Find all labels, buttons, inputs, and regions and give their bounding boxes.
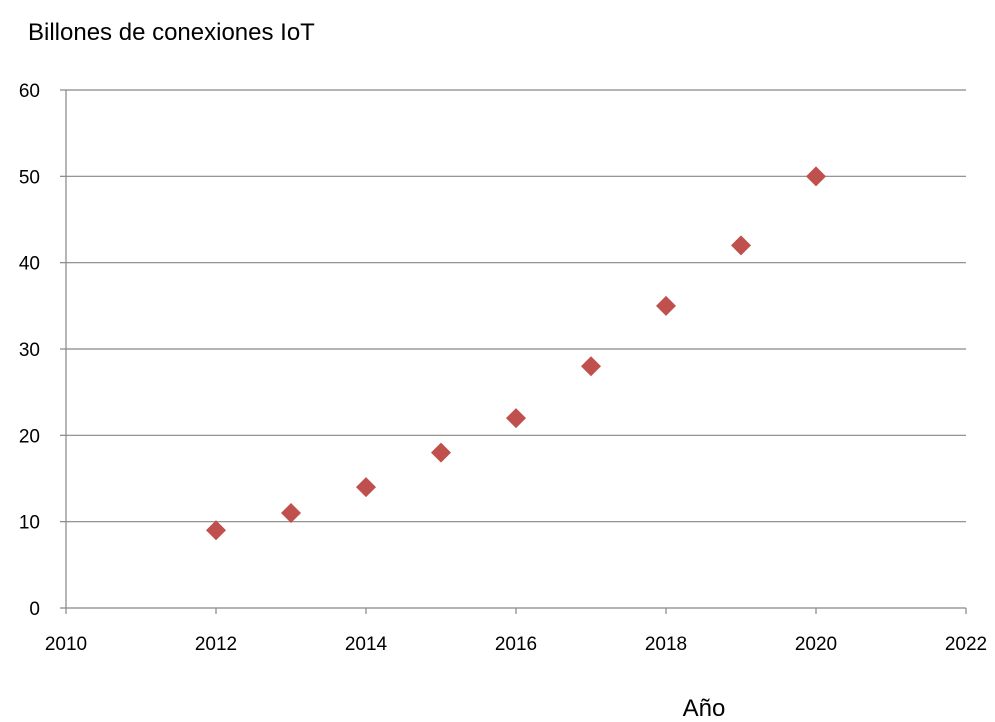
- x-tick-label: 2022: [945, 634, 987, 655]
- y-tick-label: 10: [19, 513, 40, 534]
- y-tick-label: 60: [19, 81, 40, 102]
- y-tick-label: 40: [19, 254, 40, 275]
- data-point: [356, 477, 376, 498]
- x-tick-label: 2014: [345, 634, 388, 655]
- x-tick-labels: 2010 2012 2014 2016 2018 2020 2022: [45, 634, 987, 655]
- data-point: [731, 235, 751, 256]
- x-tick-label: 2020: [795, 634, 837, 655]
- data-point: [281, 503, 301, 524]
- data-point: [506, 408, 526, 429]
- data-point: [206, 520, 226, 541]
- data-point: [806, 166, 826, 187]
- x-tick-label: 2016: [495, 634, 537, 655]
- data-point: [581, 356, 601, 377]
- data-points: [206, 166, 826, 541]
- gridlines: [66, 89, 966, 523]
- data-point: [431, 442, 451, 463]
- y-tick-label: 50: [19, 167, 40, 188]
- y-axis-title: Billones de conexiones IoT: [28, 19, 315, 46]
- x-tick-label: 2018: [645, 634, 687, 655]
- x-axis-title: Año: [683, 695, 726, 722]
- y-tick-label: 0: [29, 599, 40, 620]
- data-point: [656, 295, 676, 316]
- axes: [60, 89, 967, 614]
- x-tick-label: 2012: [195, 634, 237, 655]
- y-tick-label: 30: [19, 340, 40, 361]
- y-tick-labels: 0 10 20 30 40 50 60: [19, 81, 40, 620]
- x-tick-label: 2010: [45, 634, 87, 655]
- y-tick-label: 20: [19, 426, 40, 447]
